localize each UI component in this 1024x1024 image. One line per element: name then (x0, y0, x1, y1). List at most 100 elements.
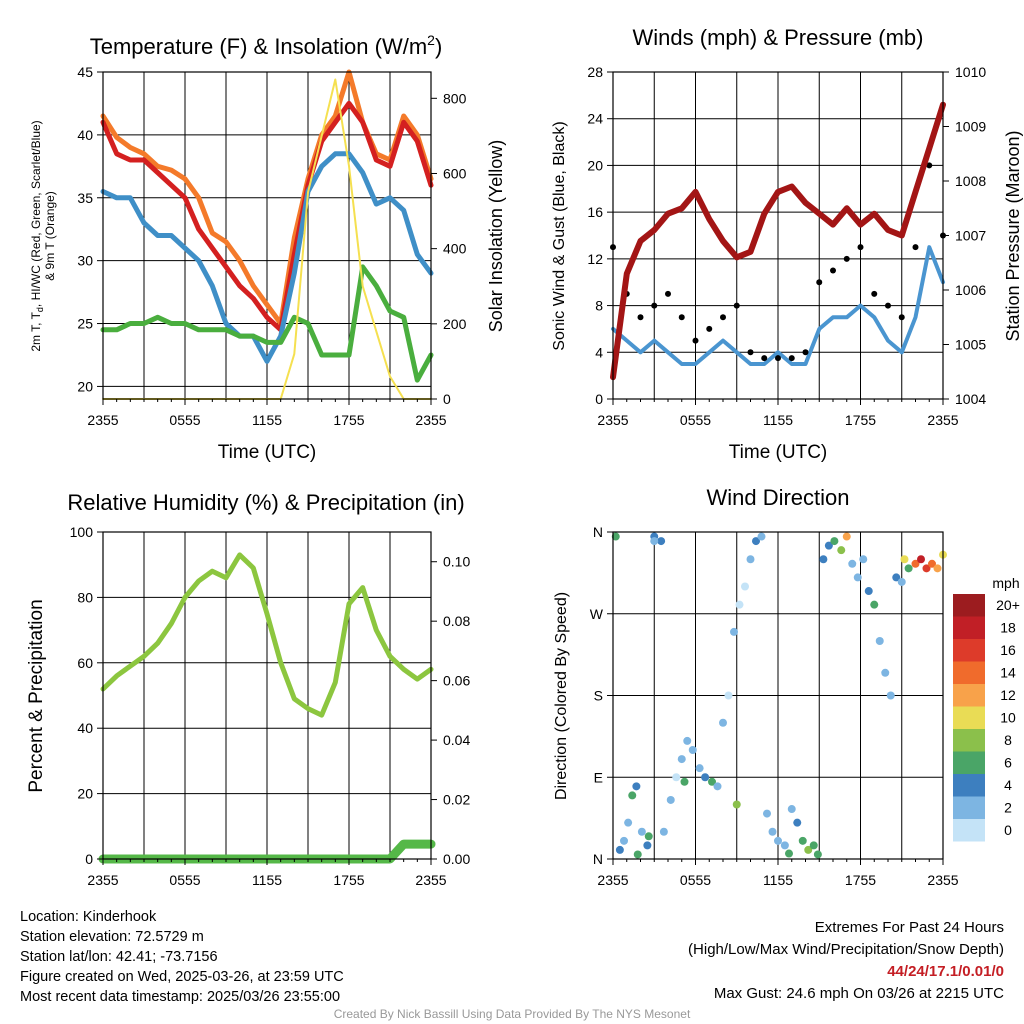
direction-point (824, 541, 833, 550)
colorbar-swatch (953, 661, 985, 684)
colorbar-swatch (953, 751, 985, 774)
direction-point (830, 537, 839, 546)
extremes-values: 44/24/17.1/0.01/0 (887, 963, 1004, 980)
y-tick-label: 35 (77, 190, 93, 206)
rh-line (100, 552, 434, 718)
y-tick-label: 20 (77, 786, 93, 802)
speed-colorbar: mph 20+ 18 16 14 12 10 8 6 4 2 0 (953, 575, 1020, 842)
x-tick-label: 1155 (252, 872, 282, 888)
x-tick-label: 2355 (415, 872, 446, 888)
pressure-line (610, 101, 946, 381)
direction-point (644, 832, 653, 841)
heat_index_wind_chill-line (100, 151, 434, 364)
gust-point (678, 314, 685, 321)
colorbar-swatch (953, 706, 985, 729)
x-tick-label: 2355 (415, 412, 446, 428)
gust-point (885, 302, 891, 309)
x-tick-label: 1155 (763, 872, 793, 888)
gust-point (816, 279, 823, 286)
y-tick-label: W (590, 606, 604, 622)
y-right-tick-label: 600 (443, 165, 467, 181)
y-tick-label: 80 (77, 589, 93, 605)
direction-point (819, 555, 828, 564)
y-tick-label: 28 (587, 64, 603, 80)
gust-point (665, 290, 671, 297)
max-gust: Max Gust: 24.6 mph On 03/26 at 2215 UTC (713, 985, 1004, 1002)
direction-point (798, 836, 807, 845)
y-tick-label: 20 (587, 157, 603, 173)
direction-point (624, 818, 633, 827)
colorbar-label: 6 (1004, 755, 1012, 771)
gust-point (926, 162, 933, 169)
x-tick-label: 1755 (333, 872, 364, 888)
y-right-tick-label: 1005 (955, 337, 986, 353)
direction-point (848, 559, 857, 568)
winds-panel: Winds (mph) & Pressure (mb) 2355 0555 1155… (551, 25, 1023, 463)
y-tick-label: N (593, 524, 603, 540)
humidity-ticks: 2355 0555 1155 1755 2355 0 20 40 60 80 100 0.00 0.02… (70, 524, 471, 888)
recent-timestamp: Most recent data timestamp: 2025/03/26 2… (20, 989, 341, 1005)
x-tick-label: 2355 (927, 412, 958, 428)
colorbar-swatch (953, 639, 985, 662)
x-tick-label: 2355 (87, 872, 118, 888)
direction-point (643, 841, 652, 850)
x-tick-label: 2355 (597, 872, 628, 888)
direction-point (672, 773, 681, 782)
direction-point (870, 600, 879, 609)
direction-point (657, 537, 666, 546)
direction-point (741, 582, 749, 591)
direction-point (633, 850, 642, 859)
direction-point (904, 564, 913, 573)
gust-point (692, 337, 699, 344)
gust-point (898, 314, 905, 321)
x-tick-label: 1755 (845, 412, 876, 428)
y-tick-label: 100 (70, 524, 94, 540)
direction-point (683, 736, 692, 745)
credit-line: Created By Nick Bassill Using Data Provi… (333, 1007, 691, 1021)
colorbar-swatch (953, 729, 985, 752)
y-tick-label: 30 (77, 253, 93, 269)
direction-point (900, 555, 909, 564)
colorbar-label: 18 (1000, 620, 1016, 636)
y-right-tick-label: 0.04 (443, 732, 470, 748)
temperature-y-label-line2: & 9m T (Orange) (43, 191, 57, 281)
direction-point (735, 600, 744, 609)
direction-point (637, 827, 646, 836)
y-tick-label: 45 (77, 64, 93, 80)
colorbar-label: 2 (1004, 800, 1012, 816)
x-tick-label: 1155 (763, 412, 793, 428)
direction-point (780, 841, 789, 850)
direction-point (708, 777, 716, 786)
x-tick-label: 2355 (87, 412, 118, 428)
direction-point (732, 800, 741, 809)
direction-point (813, 850, 822, 859)
gust-point (651, 302, 658, 309)
colorbar-swatch (953, 774, 985, 797)
y-right-tick-label: 0.02 (443, 792, 470, 808)
y-right-tick-label: 1008 (955, 173, 986, 189)
colorbar-swatch (953, 684, 985, 707)
station-location: Location: Kinderhook (20, 909, 157, 925)
colorbar-label: 8 (1004, 732, 1012, 748)
direction-point (897, 577, 906, 586)
direction-point (757, 532, 766, 541)
temperature-line (100, 100, 434, 333)
gust-point (720, 314, 726, 321)
x-tick-label: 1155 (252, 412, 282, 428)
gust-point (761, 355, 768, 362)
temperature-y-label-line1: 2m T, Td, HI/WC (Red, Green, Scarlet/Blu… (29, 120, 45, 351)
y-tick-label: 25 (77, 316, 93, 332)
y-right-tick-label: 1004 (955, 391, 986, 407)
solar-y-label: Solar Insolation (Yellow) (486, 140, 506, 332)
direction-point (677, 755, 686, 764)
direction-point (724, 691, 733, 700)
y-right-tick-label: 0.00 (443, 851, 470, 867)
y-right-tick-label: 1007 (955, 228, 986, 244)
direction-point (785, 849, 793, 858)
gust-point (637, 314, 644, 321)
y-right-tick-label: 1006 (955, 282, 986, 298)
temperature-x-label: Time (UTC) (218, 442, 317, 463)
y-tick-label: 4 (595, 344, 603, 360)
direction-point (730, 627, 738, 636)
gust-point (912, 244, 919, 251)
